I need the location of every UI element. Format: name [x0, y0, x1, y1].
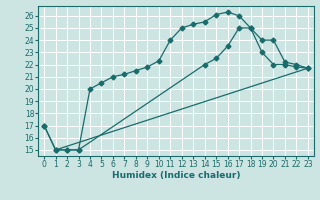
X-axis label: Humidex (Indice chaleur): Humidex (Indice chaleur) — [112, 171, 240, 180]
